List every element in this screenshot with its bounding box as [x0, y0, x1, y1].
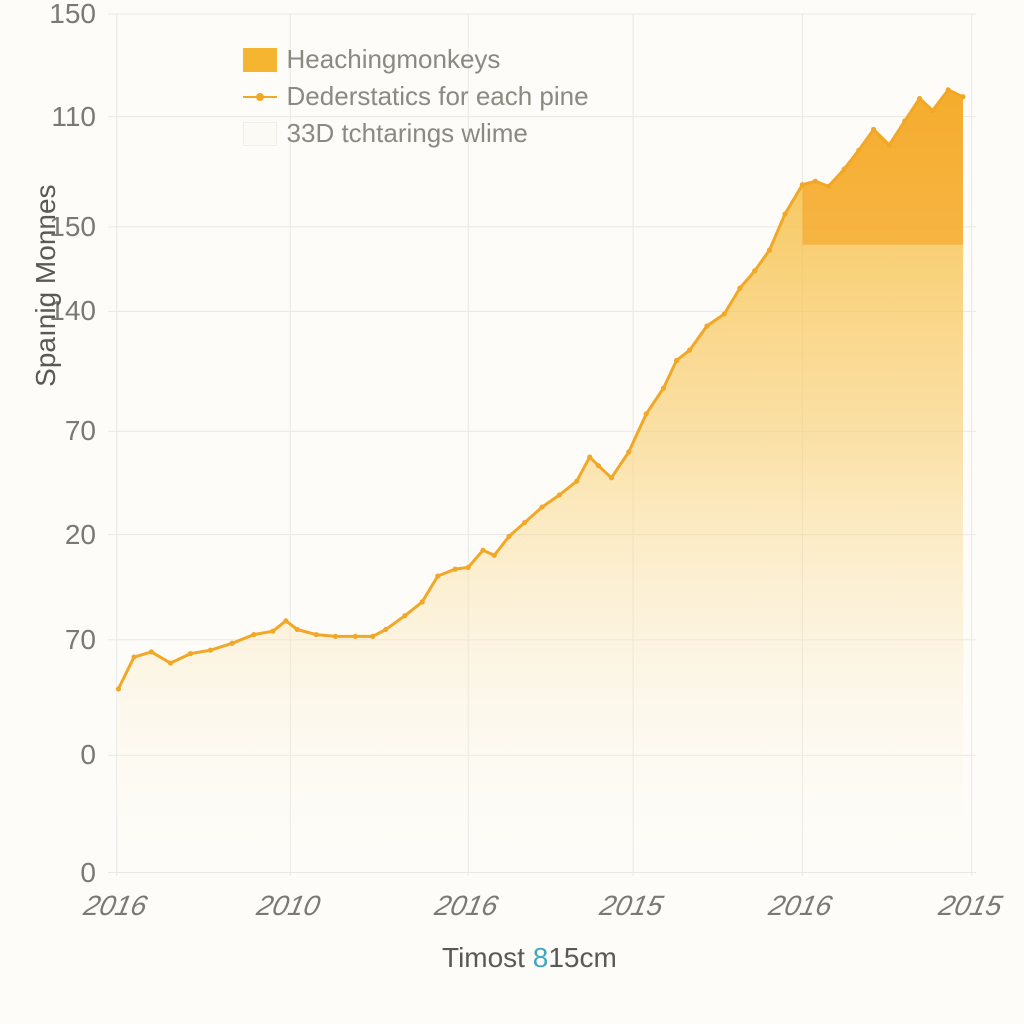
area-peak-highlight [802, 90, 963, 245]
plot-area: 15011015014070207000 2016201020162015201… [108, 14, 976, 876]
legend: Heachingmonkeys Dederstatics for each pin… [243, 44, 589, 149]
x-tick-label: 2016 [81, 876, 153, 922]
x-tick-label: 2010 [254, 876, 326, 922]
x-axis-title: Timost 815cm [442, 942, 617, 974]
y-tick-label: 70 [65, 624, 108, 656]
y-tick-label: 0 [80, 739, 108, 771]
y-tick-label: 20 [65, 519, 108, 551]
y-tick-label: 110 [51, 101, 108, 133]
legend-label: Heachingmonkeys [287, 44, 501, 75]
y-tick-label: 150 [49, 0, 108, 30]
legend-item: Heachingmonkeys [243, 44, 589, 75]
x-tick-label: 2015 [597, 876, 669, 922]
y-axis-title: Spaınig Monnes [30, 185, 62, 387]
y-tick-label: 70 [65, 415, 108, 447]
legend-label: 33D tchtarings wlime [287, 118, 528, 149]
legend-item: Dederstatics for each pine [243, 81, 589, 112]
x-tick-label: 2016 [432, 876, 504, 922]
legend-swatch-line [243, 85, 277, 109]
legend-swatch-area [243, 48, 277, 72]
area-chart: 15011015014070207000 2016201020162015201… [0, 0, 1024, 1024]
legend-swatch-blank [243, 122, 277, 146]
x-tick-label: 2015 [936, 876, 1008, 922]
x-tick-label: 2016 [766, 876, 838, 922]
legend-label: Dederstatics for each pine [287, 81, 589, 112]
legend-item: 33D tchtarings wlime [243, 118, 589, 149]
x-axis-title-accent: 8 [533, 942, 549, 973]
